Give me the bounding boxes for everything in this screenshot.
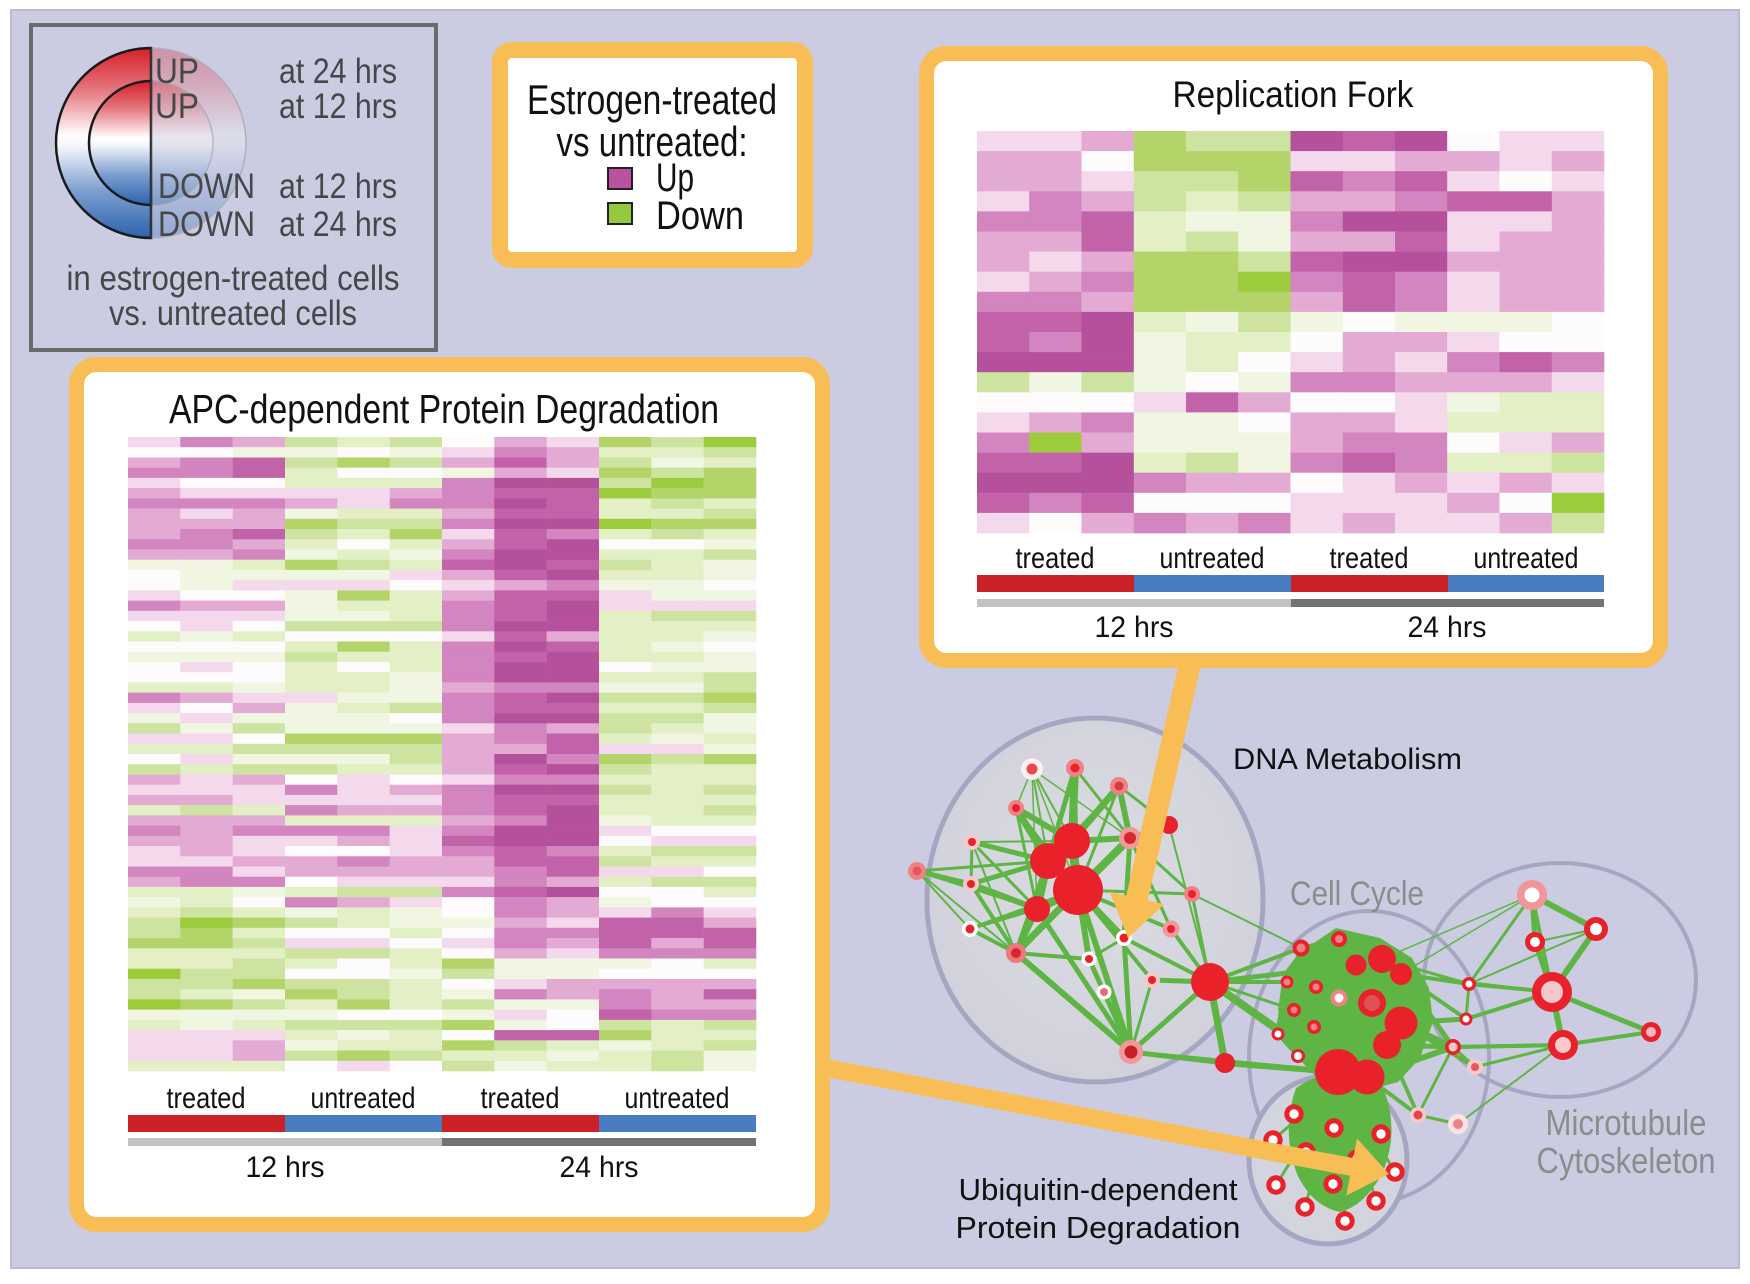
svg-text:untreated: untreated: [311, 1082, 416, 1115]
svg-text:treated: treated: [167, 1082, 246, 1115]
svg-text:vs untreated:: vs untreated:: [557, 118, 748, 165]
svg-text:untreated: untreated: [625, 1082, 730, 1115]
svg-text:vs. untreated cells: vs. untreated cells: [109, 294, 357, 333]
svg-text:DOWN: DOWN: [158, 205, 255, 244]
svg-text:Down: Down: [656, 194, 744, 238]
svg-text:Protein Degradation: Protein Degradation: [956, 1210, 1241, 1245]
svg-text:at 12 hrs: at 12 hrs: [279, 87, 397, 126]
svg-text:untreated: untreated: [1160, 542, 1265, 575]
svg-text:untreated: untreated: [1474, 542, 1579, 575]
svg-text:Ubiquitin-dependent: Ubiquitin-dependent: [959, 1172, 1238, 1207]
svg-text:at 24 hrs: at 24 hrs: [279, 205, 397, 244]
svg-text:12 hrs: 12 hrs: [246, 1151, 325, 1184]
svg-text:treated: treated: [481, 1082, 560, 1115]
svg-text:Up: Up: [656, 156, 694, 200]
svg-text:at 24 hrs: at 24 hrs: [279, 52, 397, 91]
svg-text:Cytoskeleton: Cytoskeleton: [1537, 1140, 1716, 1181]
svg-text:Estrogen-treated: Estrogen-treated: [527, 76, 777, 123]
svg-text:treated: treated: [1016, 542, 1095, 575]
svg-text:in estrogen-treated cells: in estrogen-treated cells: [67, 259, 400, 298]
svg-text:at 12 hrs: at 12 hrs: [279, 167, 397, 206]
svg-text:APC-dependent Protein Degradat: APC-dependent Protein Degradation: [169, 386, 719, 432]
svg-text:Cell Cycle: Cell Cycle: [1290, 875, 1424, 913]
svg-text:12 hrs: 12 hrs: [1095, 611, 1174, 644]
svg-text:24 hrs: 24 hrs: [560, 1151, 639, 1184]
svg-text:Replication Fork: Replication Fork: [1173, 74, 1414, 115]
svg-text:UP: UP: [155, 87, 199, 126]
svg-text:24 hrs: 24 hrs: [1408, 611, 1487, 644]
svg-text:DNA Metabolism: DNA Metabolism: [1233, 743, 1462, 776]
svg-text:Microtubule: Microtubule: [1546, 1102, 1707, 1143]
svg-text:UP: UP: [155, 52, 199, 91]
svg-text:treated: treated: [1330, 542, 1409, 575]
svg-text:DOWN: DOWN: [158, 167, 255, 206]
